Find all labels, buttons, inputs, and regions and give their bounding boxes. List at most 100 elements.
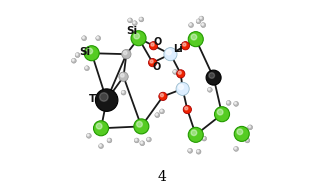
Text: Li: Li [173, 44, 182, 54]
Circle shape [177, 70, 185, 78]
Circle shape [129, 19, 130, 21]
Circle shape [234, 101, 238, 106]
Circle shape [149, 42, 158, 50]
Circle shape [134, 138, 139, 143]
Circle shape [179, 84, 183, 90]
Circle shape [146, 137, 151, 142]
Circle shape [202, 137, 204, 139]
Circle shape [190, 23, 191, 25]
Circle shape [98, 144, 103, 149]
Circle shape [197, 20, 199, 22]
Circle shape [234, 126, 249, 141]
Circle shape [71, 58, 76, 63]
Circle shape [246, 139, 248, 141]
Circle shape [84, 46, 99, 61]
Circle shape [87, 134, 89, 136]
Circle shape [164, 48, 177, 61]
Circle shape [159, 109, 165, 114]
Circle shape [133, 21, 137, 26]
Circle shape [199, 16, 204, 21]
Circle shape [202, 136, 207, 141]
Circle shape [83, 37, 84, 38]
Text: Si: Si [126, 26, 138, 36]
Circle shape [178, 71, 181, 74]
Circle shape [237, 129, 243, 135]
Circle shape [121, 74, 124, 77]
Circle shape [134, 119, 149, 134]
Circle shape [87, 48, 93, 54]
Circle shape [156, 114, 157, 115]
Circle shape [141, 142, 143, 143]
Circle shape [183, 105, 191, 114]
Text: O: O [153, 62, 161, 72]
Circle shape [159, 92, 167, 101]
Circle shape [166, 50, 171, 55]
Circle shape [183, 43, 186, 46]
Circle shape [155, 113, 160, 118]
Circle shape [96, 123, 102, 129]
Circle shape [208, 88, 210, 90]
Circle shape [150, 60, 153, 63]
Circle shape [107, 138, 112, 143]
Circle shape [160, 94, 164, 97]
Circle shape [235, 102, 236, 104]
Circle shape [131, 31, 146, 46]
Circle shape [207, 87, 212, 92]
Circle shape [133, 22, 135, 23]
Circle shape [85, 67, 87, 68]
Circle shape [185, 107, 188, 110]
Circle shape [249, 126, 250, 128]
Circle shape [140, 141, 145, 146]
Circle shape [214, 107, 229, 122]
Circle shape [82, 36, 87, 41]
Circle shape [189, 23, 193, 28]
Circle shape [196, 149, 201, 154]
Circle shape [108, 139, 110, 141]
Text: 4: 4 [157, 170, 167, 184]
Circle shape [206, 70, 221, 85]
Circle shape [137, 122, 142, 127]
Circle shape [209, 73, 214, 78]
Circle shape [76, 53, 78, 55]
Circle shape [188, 148, 192, 153]
Circle shape [181, 42, 190, 50]
Circle shape [174, 70, 175, 72]
Circle shape [201, 23, 206, 28]
Circle shape [134, 33, 140, 39]
Circle shape [227, 101, 229, 103]
Circle shape [75, 53, 80, 57]
Circle shape [106, 104, 111, 109]
Circle shape [135, 139, 137, 141]
Circle shape [197, 150, 199, 152]
Circle shape [139, 17, 144, 22]
Circle shape [235, 147, 236, 149]
Circle shape [202, 23, 203, 25]
Circle shape [147, 138, 149, 140]
Circle shape [87, 133, 91, 138]
Circle shape [200, 17, 202, 19]
Circle shape [140, 18, 142, 20]
Circle shape [97, 37, 98, 38]
Circle shape [128, 18, 133, 23]
Circle shape [176, 82, 189, 95]
Circle shape [122, 50, 131, 59]
Circle shape [173, 70, 178, 74]
Circle shape [99, 144, 101, 146]
Circle shape [121, 90, 126, 95]
Circle shape [196, 19, 201, 24]
Circle shape [107, 105, 109, 107]
Circle shape [217, 109, 223, 115]
Circle shape [191, 130, 197, 136]
Text: Si: Si [79, 47, 90, 57]
Circle shape [123, 51, 127, 55]
Text: O: O [154, 37, 162, 47]
Circle shape [96, 36, 101, 41]
Text: Tl: Tl [89, 94, 100, 104]
Circle shape [189, 149, 191, 151]
Circle shape [188, 127, 203, 142]
Circle shape [95, 89, 118, 111]
Circle shape [191, 34, 197, 40]
Circle shape [122, 91, 124, 93]
Circle shape [160, 110, 162, 112]
Circle shape [72, 59, 74, 61]
